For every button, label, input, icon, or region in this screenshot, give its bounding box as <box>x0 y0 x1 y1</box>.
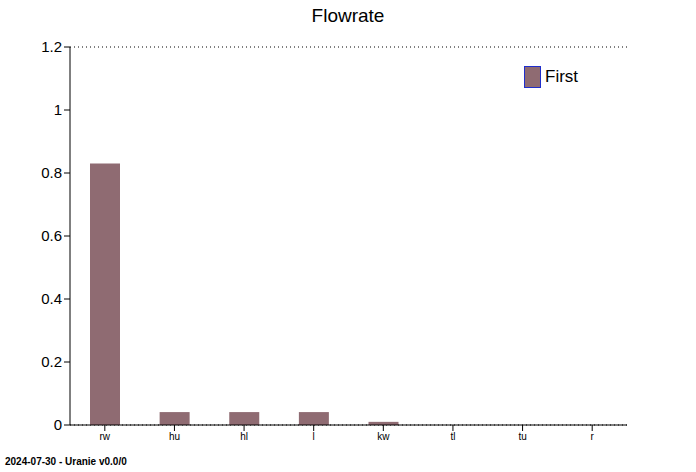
svg-text:0: 0 <box>54 416 62 433</box>
svg-text:r: r <box>591 431 595 442</box>
html-text:Flowrate: Flowrate <box>311 5 385 26</box>
svg-text:hu: hu <box>169 431 180 442</box>
html-text:First: First <box>545 67 578 86</box>
svg-text:1: 1 <box>54 101 62 118</box>
svg-text:kw: kw <box>377 431 390 442</box>
svg-text:0.2: 0.2 <box>41 353 62 370</box>
html-text:2024-07-30 - Uranie v0.0/0: 2024-07-30 - Uranie v0.0/0 <box>5 456 127 467</box>
svg-text:0.8: 0.8 <box>41 164 62 181</box>
svg-text:1.2: 1.2 <box>41 38 62 55</box>
svg-text:l: l <box>313 431 315 442</box>
svg-text:tl: tl <box>450 431 455 442</box>
svg-text:tu: tu <box>518 431 526 442</box>
svg-text:0.4: 0.4 <box>41 290 62 307</box>
svg-text:rw: rw <box>100 431 111 442</box>
svg-text:hl: hl <box>240 431 248 442</box>
svg-text:0.6: 0.6 <box>41 227 62 244</box>
